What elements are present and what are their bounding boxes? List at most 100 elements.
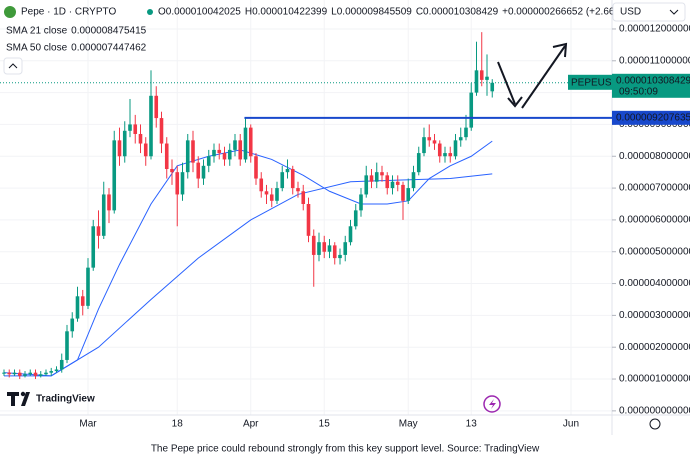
candle-body (453, 140, 458, 157)
indicator-name: SMA 21 close (6, 26, 68, 37)
events-bolt (489, 399, 496, 409)
support-label-box (612, 110, 690, 125)
candle-body (317, 242, 321, 255)
candle-body (154, 95, 159, 119)
candle-body (180, 172, 185, 195)
x-tick-label: May (399, 419, 418, 430)
candle-body (395, 181, 400, 185)
arrow-down-head (507, 96, 523, 108)
sma-line (3, 140, 493, 377)
currency: USD (620, 7, 641, 18)
indicator-value: 0.000007447462 (71, 43, 147, 54)
x-tick-label: Jun (563, 419, 579, 430)
brand-name: TradingView (36, 394, 95, 405)
candle-body (54, 369, 59, 372)
y-tick-label: 0.000012000000 (619, 24, 690, 35)
arrow-up (521, 45, 566, 109)
candle-body (427, 137, 432, 141)
candle-body (112, 140, 117, 211)
candle-body (164, 143, 169, 169)
candle-body (322, 242, 327, 252)
x-tick-label: Mar (79, 419, 97, 430)
candle-body (474, 70, 479, 93)
candle-body (390, 181, 395, 189)
ohlc-name: O (158, 7, 166, 18)
candle-body (275, 188, 279, 201)
candle-body (406, 188, 411, 201)
market-status (147, 9, 153, 15)
overlay: 0.000009207635 PEPEUSD0.00001030842909:50… (0, 73, 690, 125)
candle-body (343, 242, 348, 255)
candle-body (117, 140, 122, 157)
candle-body (338, 254, 342, 259)
candle-body (7, 372, 12, 375)
y-tick-label: 0.000006000000 (619, 215, 690, 226)
logo-slash (21, 392, 30, 406)
currency-button[interactable] (612, 2, 686, 22)
candle-body (243, 127, 248, 160)
candle-body (222, 153, 227, 160)
support-label: 0.000009207635 (616, 112, 690, 123)
candle-body (80, 296, 85, 306)
last-price-box (612, 73, 690, 98)
change: +0.000000266652 (+2.66%) (502, 7, 627, 18)
symbol-label: PEPEUSD (571, 77, 619, 88)
candle-body (96, 226, 101, 236)
candle-body (2, 372, 6, 374)
candle-body (217, 149, 222, 154)
candle-body (206, 156, 211, 166)
ohlc-value: 0.000010422399 (252, 7, 328, 18)
y-tick-label: 0.000000000000 (619, 406, 690, 417)
currency-chevron (669, 9, 679, 15)
symbol-title: Pepe · 1D · CRYPTO (21, 7, 116, 18)
plot (2, 32, 495, 380)
candle-body (464, 127, 468, 138)
x-tick-label: 13 (466, 419, 478, 430)
candle-body (364, 175, 369, 195)
candle-body (485, 76, 489, 80)
candle-body (416, 153, 421, 173)
candle-body (149, 95, 153, 157)
ohlc-name: C (416, 7, 423, 18)
candle-body (23, 374, 27, 376)
candle-body (122, 130, 127, 157)
candle-body (170, 168, 174, 173)
candle-body (75, 296, 80, 319)
indicator-value: 0.000008475415 (71, 26, 147, 37)
y-tick-label: 0.000003000000 (619, 310, 690, 321)
collapse-button[interactable] (3, 57, 23, 75)
candle-body (17, 372, 22, 376)
candle-body (12, 372, 17, 375)
candle-body (280, 172, 285, 189)
y-tick-label: 0.000001000000 (619, 374, 690, 385)
candle-body (49, 371, 54, 373)
candle-body (437, 143, 442, 157)
candle-body (422, 137, 426, 154)
candle-body (448, 153, 453, 157)
candle-body (128, 124, 132, 131)
candle-body (353, 210, 358, 227)
candle-body (70, 318, 75, 332)
candle-body (264, 191, 269, 195)
y-tick-label: 0.000002000000 (619, 342, 690, 353)
events-icon[interactable] (483, 395, 501, 413)
candle-body (332, 245, 337, 259)
candle-body (401, 184, 405, 201)
y-tick-label: 0.000011000000 (619, 55, 690, 66)
settings-icon[interactable] (649, 418, 661, 430)
candle-body (327, 245, 332, 252)
candle-body (28, 372, 33, 375)
candle-body (359, 194, 363, 211)
candle-body (248, 127, 253, 157)
y-tick-label: 0.000005000000 (619, 246, 690, 257)
candle-body (86, 267, 90, 306)
x-tick-label: 15 (319, 419, 331, 430)
last-price-label: 0.000010308429 (616, 75, 690, 86)
ohlc-value: 0.000009845509 (337, 7, 413, 18)
candle-body (107, 194, 111, 211)
candle-body (233, 140, 237, 150)
candle-body (269, 194, 274, 201)
candle-body (254, 156, 258, 179)
candle-body (175, 172, 180, 195)
candle-body (469, 92, 474, 128)
